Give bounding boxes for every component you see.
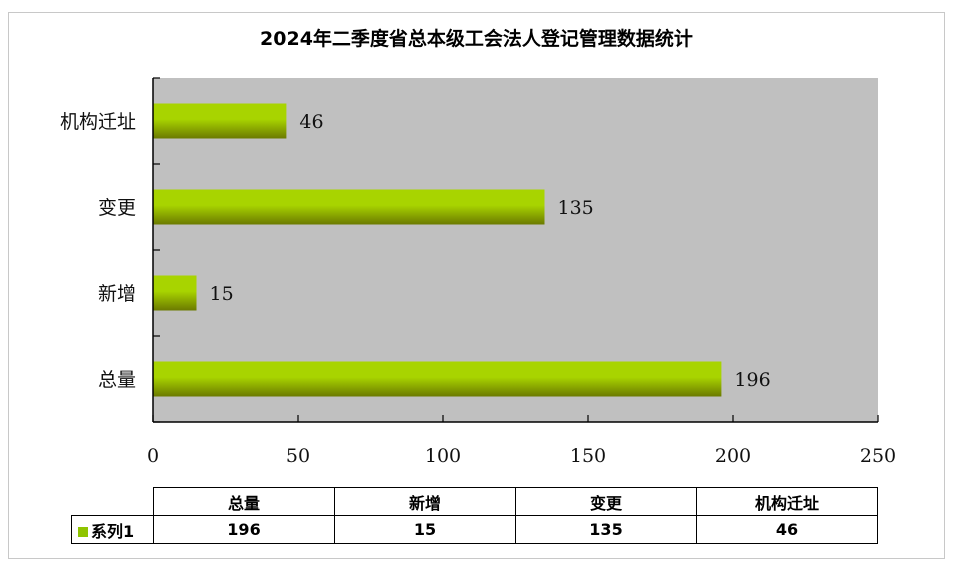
x-tick-label-2: 100 <box>425 445 461 467</box>
data-table-value-1: 15 <box>334 515 516 544</box>
x-tick-label-4: 200 <box>715 445 751 467</box>
data-table-header-1: 新增 <box>334 487 516 516</box>
category-label-1: 新增 <box>98 283 136 305</box>
x-tick-label-1: 50 <box>286 445 310 467</box>
data-table-series-cell: 系列1 <box>71 515 154 544</box>
category-label-3: 机构迁址 <box>60 111 136 133</box>
data-table-value-0: 196 <box>153 515 335 544</box>
data-label-0: 196 <box>734 369 770 391</box>
data-label-3: 46 <box>299 111 323 133</box>
data-table-value-3: 46 <box>696 515 878 544</box>
legend-swatch <box>78 526 88 537</box>
data-label-1: 15 <box>210 283 234 305</box>
bar-0 <box>153 361 722 397</box>
chart-title: 2024年二季度省总本级工会法人登记管理数据统计 <box>260 28 693 50</box>
legend-series-name: 系列1 <box>91 521 135 541</box>
category-label-2: 变更 <box>98 197 136 219</box>
bar-1 <box>153 275 197 311</box>
data-table-header-2: 变更 <box>515 487 697 516</box>
data-table-header-0: 总量 <box>153 487 335 516</box>
bar-3 <box>153 103 287 139</box>
x-tick-label-0: 0 <box>147 445 159 467</box>
data-table-corner <box>71 487 154 516</box>
x-tick-label-3: 150 <box>570 445 606 467</box>
data-label-2: 135 <box>558 197 594 219</box>
data-table-header-3: 机构迁址 <box>696 487 878 516</box>
data-table-value-2: 135 <box>515 515 697 544</box>
data-table: 总量 新增 变更 机构迁址 系列1 196 15 135 46 <box>71 487 878 544</box>
x-tick-label-5: 250 <box>860 445 896 467</box>
category-label-0: 总量 <box>98 369 136 391</box>
bar-2 <box>153 189 545 225</box>
